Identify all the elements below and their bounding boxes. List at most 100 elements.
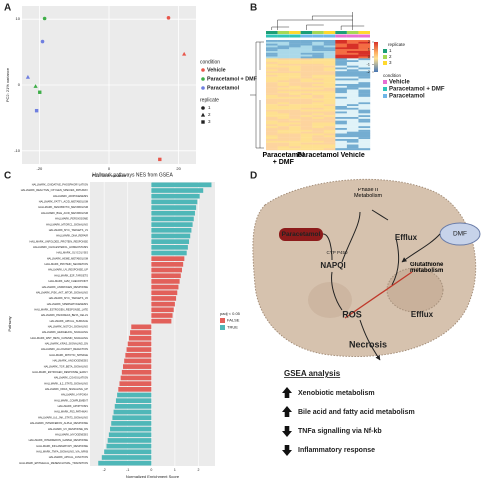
- point: [38, 90, 42, 94]
- heatmap-cell: [335, 51, 348, 54]
- heatmap-cell: [323, 71, 336, 74]
- heatmap-cell: [346, 47, 359, 50]
- heatmap-cell: [289, 87, 301, 90]
- heatmap-cell: [323, 139, 336, 142]
- heatmap-cell: [300, 89, 313, 92]
- heatmap-cell: [335, 49, 348, 52]
- heatmap-cell: [335, 144, 348, 147]
- heatmap-cell: [335, 43, 348, 46]
- heatmap-cell: [312, 47, 324, 50]
- heatmap-cell: [335, 120, 348, 123]
- heatmap-cell: [277, 69, 290, 72]
- y-tick-label: HALLMARK_ESTROGEN_RESPONSE_EARLY: [32, 370, 88, 374]
- heatmap-cell: [358, 56, 371, 59]
- heatmap-cell: [289, 58, 301, 61]
- heatmap-cell: [266, 87, 278, 90]
- heatmap-cell: [266, 144, 278, 147]
- heatmap-cell: [266, 91, 278, 94]
- y-tick-label: HALLMARK_WNT_BETA_CATENIN_SIGNALING: [30, 336, 88, 340]
- heatmap-cell: [346, 74, 359, 77]
- x-tick-label: -20: [37, 166, 44, 171]
- heatmap-cell: [335, 131, 348, 134]
- heatmap-cell: [358, 131, 371, 134]
- legend-label: 1: [389, 48, 392, 53]
- heatmap-cell: [266, 109, 278, 112]
- heatmap-cell: [312, 129, 324, 132]
- heatmap-cell: [335, 54, 348, 57]
- heatmap-cell: [266, 129, 278, 132]
- direction-arrow: [282, 387, 292, 398]
- heatmap-cell: [277, 60, 290, 63]
- heatmap-cell: [335, 137, 348, 140]
- heatmap-cell: [346, 102, 359, 105]
- heatmap-cell: [266, 69, 278, 72]
- heatmap-cell: [277, 140, 290, 143]
- heatmap-cell: [289, 140, 301, 143]
- heatmap-cell: [277, 98, 290, 101]
- heatmap-cell: [300, 85, 313, 88]
- heatmap-cell: [300, 137, 313, 140]
- bar: [151, 188, 204, 193]
- heatmap-cell: [335, 74, 348, 77]
- heatmap-cell: [323, 43, 336, 46]
- heatmap-cell: [346, 126, 359, 129]
- heatmap-cell: [277, 41, 290, 44]
- heatmap-cell: [312, 41, 324, 44]
- heatmap-cell: [323, 111, 336, 114]
- bar: [151, 222, 193, 227]
- bar: [106, 443, 152, 449]
- heatmap-cell: [323, 85, 336, 88]
- bar: [151, 301, 175, 307]
- heatmap-cell: [323, 58, 336, 61]
- legend-label: 2: [208, 112, 211, 117]
- paracetamol-node: [279, 228, 323, 241]
- heatmap-cell: [289, 131, 301, 134]
- y-tick-label: HALLMARK_HYPOXIA: [61, 393, 88, 397]
- heatmap-cell: [289, 113, 301, 116]
- heatmap-cell: [346, 122, 359, 125]
- heatmap-cell: [358, 91, 371, 94]
- heatmap-cell: [323, 107, 336, 110]
- heatmap-cell: [266, 93, 278, 96]
- heatmap-cell: [346, 131, 359, 134]
- heatmap-cell: [335, 122, 348, 125]
- heatmap-cell: [289, 73, 301, 76]
- heatmap-cell: [335, 133, 348, 136]
- heatmap-cell: [312, 49, 324, 52]
- heatmap-cell: [335, 113, 348, 116]
- scale-tick-label: 2: [368, 39, 371, 44]
- heatmap-cell: [358, 45, 371, 48]
- heatmap-cell: [289, 106, 301, 109]
- heatmap-cell: [300, 106, 313, 109]
- heatmap-cell: [346, 89, 359, 92]
- heatmap-cell: [335, 89, 348, 92]
- legend-label: FALSE: [227, 318, 240, 323]
- heatmap-cell: [346, 65, 359, 68]
- legend-swatch: [383, 87, 387, 91]
- heatmap-cell: [300, 113, 313, 116]
- heatmap-cell: [312, 126, 324, 129]
- heatmap-cell: [358, 52, 371, 55]
- heatmap-cell: [312, 58, 324, 61]
- annotation-cell: [346, 31, 359, 34]
- column-label-box: Paracetamol: [297, 152, 339, 159]
- dmf-label: DMF: [453, 231, 467, 238]
- heatmap-cell: [277, 126, 290, 129]
- heatmap-cell: [277, 104, 290, 107]
- bar: [112, 415, 152, 421]
- legend-label: Paracetamol + DMF: [207, 76, 258, 82]
- heatmap-cell: [266, 106, 278, 109]
- bar: [151, 239, 190, 244]
- heatmap-cell: [346, 54, 359, 57]
- heatmap-cell: [323, 118, 336, 121]
- heatmap-cell: [323, 98, 336, 101]
- heatmap-cell: [358, 124, 371, 127]
- column-label: Vehicle: [340, 152, 365, 159]
- y-tick-label: HALLMARK_PEROXISOME: [55, 217, 88, 221]
- bar: [151, 256, 185, 262]
- heatmap-cell: [346, 51, 359, 54]
- heatmap-cell: [323, 62, 336, 65]
- heatmap-cell: [266, 137, 278, 140]
- color-scale: [374, 42, 378, 72]
- heatmap-cell: [289, 65, 301, 68]
